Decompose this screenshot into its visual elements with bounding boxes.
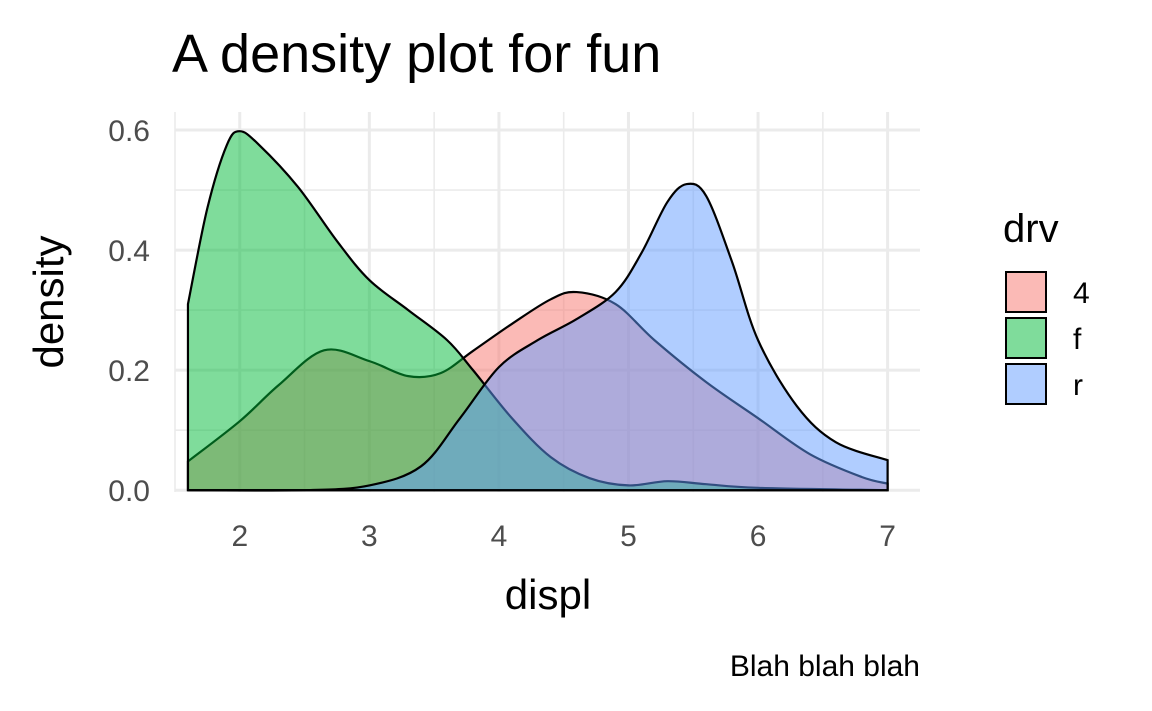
legend-item-f: f [1005, 317, 1082, 359]
x-tick-label: 5 [620, 520, 637, 553]
y-tick-label: 0.0 [108, 475, 150, 508]
legend: drv 4 fr [1003, 207, 1090, 405]
legend-label: f [1073, 323, 1082, 356]
density-area-r [187, 182, 889, 492]
x-axis-title: displ [505, 571, 591, 618]
y-tick-label: 0.6 [108, 115, 150, 148]
legend-swatch [1005, 363, 1047, 405]
y-tick-label: 0.2 [108, 355, 150, 388]
legend-swatch [1005, 317, 1047, 359]
x-tick-label: 7 [879, 520, 896, 553]
x-tick-label: 3 [361, 520, 378, 553]
x-axis-ticks: 2 3 4 5 6 7 [231, 520, 896, 553]
y-axis-ticks: 0.0 0.2 0.4 0.6 [108, 115, 150, 508]
density-series [186, 130, 889, 492]
x-tick-label: 6 [750, 520, 767, 553]
chart-title: A density plot for fun [172, 24, 661, 84]
legend-label: r [1073, 369, 1083, 402]
legend-label: 4 [1073, 277, 1090, 310]
y-axis-title: density [25, 235, 72, 368]
legend-item-4: 4 [1005, 271, 1090, 313]
legend-item-r: r [1005, 363, 1083, 405]
y-tick-label: 0.4 [108, 235, 150, 268]
legend-swatch [1005, 271, 1047, 313]
x-tick-label: 4 [491, 520, 508, 553]
chart-caption: Blah blah blah [730, 650, 920, 683]
legend-title: drv [1003, 207, 1059, 251]
x-tick-label: 2 [231, 520, 248, 553]
